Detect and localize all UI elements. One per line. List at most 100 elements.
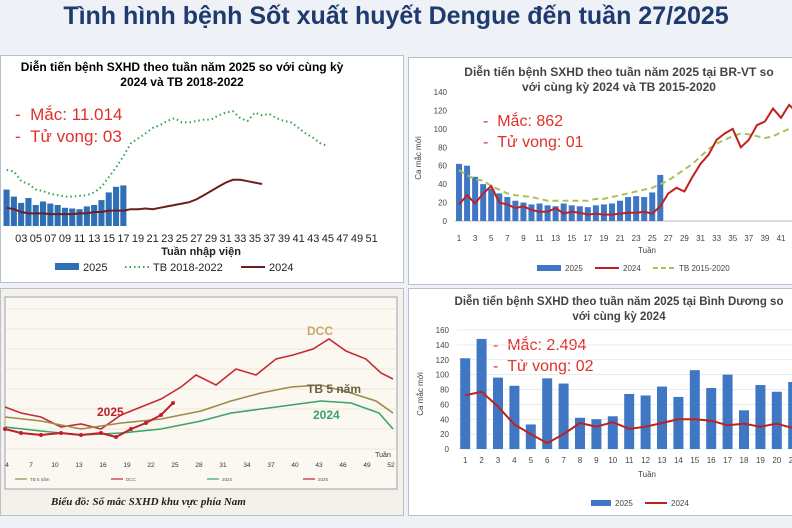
chart3-x-label: Tuần — [375, 450, 391, 459]
chart2-x-tick: 1 — [457, 234, 462, 243]
chart4-x-tick: 13 — [658, 456, 667, 465]
chart4-bar-2025 — [771, 391, 782, 449]
chart2-legend-2025-swatch — [537, 265, 561, 271]
chart4-bar-2025 — [607, 416, 618, 449]
chart1-deaths: Tử vong: 03 — [30, 127, 122, 146]
chart4-legend-2025-label: 2025 — [615, 499, 633, 508]
chart1-line-2024 — [6, 178, 263, 216]
chart4-x-tick: 3 — [496, 456, 501, 465]
chart3-x-tick: 4 — [5, 462, 9, 469]
chart4-bar-2025 — [624, 393, 635, 449]
chart4-cases: Mắc: 2.494 — [507, 337, 587, 354]
chart4-x-tick: 12 — [641, 456, 650, 465]
chart4-title: Diễn tiến bệnh SXHD theo tuần năm 2025 t… — [439, 295, 792, 325]
chart1-bar-2025 — [61, 207, 68, 226]
chart2-bar-2025 — [568, 205, 575, 221]
chart2-x-label: Tuần — [638, 246, 656, 255]
chart3-x-tick: 25 — [171, 462, 179, 469]
chart1-bar-2025 — [98, 200, 105, 226]
chart2-title-line1: Diễn tiến bệnh SXHD theo tuần năm 2025 t… — [464, 65, 774, 79]
chart2-y-tick: 140 — [434, 88, 448, 97]
chart2-y-tick: 40 — [438, 180, 447, 189]
chart2-x-tick: 19 — [599, 234, 608, 243]
chart2-x-tick: 39 — [760, 234, 769, 243]
chart1-bar-2025 — [18, 202, 25, 226]
chart2-x-tick: 15 — [567, 234, 576, 243]
chart3-x-tick: 28 — [195, 462, 203, 469]
chart4-bar-2025 — [591, 419, 602, 449]
chart3-x-tick: 10 — [51, 462, 59, 469]
chart4-y-tick: 60 — [440, 400, 449, 409]
chart1-x-tick: 33 — [234, 233, 246, 245]
chart2-x-tick: 25 — [648, 234, 657, 243]
chart3-point-2025 — [3, 427, 7, 431]
chart3-x-tick: 37 — [267, 462, 275, 469]
chart2-bar-2025 — [464, 165, 471, 221]
chart3-legend-label: 2024 — [222, 477, 233, 482]
chart-panel-binhduong: Diễn tiến bệnh SXHD theo tuần năm 2025 t… — [408, 288, 792, 516]
chart3-legend-label: TB 5 năm — [30, 477, 50, 482]
chart2-y-tick: 0 — [443, 217, 448, 226]
chart1-bar-2025 — [76, 209, 83, 226]
chart4-bar-2025 — [509, 385, 520, 449]
chart4-legend-2024-label: 2024 — [671, 499, 689, 508]
chart1-svg: 03 05 07 09 11 13 15 17 19 21 23 25 27 29 31 33 35 37 39 41… — [3, 110, 378, 274]
chart2-y-tick: 100 — [434, 125, 448, 134]
chart4-x-tick: 18 — [740, 456, 749, 465]
chart1-x-tick: 09 — [59, 233, 71, 245]
chart2-bar-2025 — [544, 205, 551, 221]
chart3-svg: DCC TB 5 năm 2024 2025 4 7 10 13 16 19 22 25 28 31 34 3… — [3, 296, 398, 490]
chart2-bar-2025 — [496, 193, 503, 221]
chart1-bar-2025 — [91, 205, 98, 226]
chart4-x-tick: 21 — [789, 456, 792, 465]
chart4-bar-2025 — [558, 383, 569, 449]
chart1-x-tick: 31 — [220, 233, 232, 245]
chart4-bar-2025 — [640, 395, 651, 449]
chart3-point-2025 — [159, 413, 163, 417]
chart4-y-tick: 120 — [436, 356, 450, 365]
chart2-legend-2024-label: 2024 — [623, 264, 641, 273]
chart1-x-tick: 15 — [103, 233, 115, 245]
chart1-bar-2025 — [83, 206, 90, 226]
chart3-point-2025 — [39, 433, 43, 437]
chart3-x-tick: 19 — [123, 462, 131, 469]
chart3-point-2025 — [114, 435, 118, 439]
chart-panel-south: DCC TB 5 năm 2024 2025 4 7 10 13 16 19 22 25 28 31 34 3… — [0, 288, 404, 516]
chart3-point-2025 — [129, 427, 133, 431]
chart1-x-tick: 45 — [322, 233, 334, 245]
chart2-y-tick: 20 — [438, 199, 447, 208]
chart-panel-region: Diễn tiến bệnh SXHD theo tuần năm 2025 s… — [0, 55, 404, 283]
chart1-bar-2025 — [54, 205, 61, 226]
chart1-x-tick: 27 — [190, 233, 202, 245]
chart2-bar-2025 — [552, 206, 559, 221]
chart4-bar-2025 — [575, 417, 585, 449]
chart1-x-tick: 13 — [88, 233, 100, 245]
chart4-bar-2025 — [722, 374, 733, 449]
chart2-x-tick: 33 — [712, 234, 721, 243]
chart2-x-tick: 35 — [728, 234, 737, 243]
chart4-x-tick: 5 — [529, 456, 534, 465]
chart3-x-tick: 40 — [291, 462, 299, 469]
chart1-legend-2024-label: 2024 — [269, 262, 293, 274]
chart2-x-tick: 9 — [521, 234, 526, 243]
page-title: Tình hình bệnh Sốt xuất huyết Dengue đến… — [63, 2, 729, 30]
chart1-x-tick: 21 — [147, 233, 159, 245]
chart2-y-label: Ca mắc mới — [414, 136, 423, 180]
chart2-bar-2025 — [649, 192, 656, 221]
chart4-bar-2025 — [673, 396, 684, 449]
chart3-label-2025: 2025 — [97, 405, 124, 419]
chart4-y-label: Ca mắc mới — [416, 372, 425, 416]
chart3-point-2025 — [99, 431, 103, 435]
chart2-legend-2025-label: 2025 — [565, 264, 583, 273]
chart1-x-tick: 25 — [176, 233, 188, 245]
chart2-bar-2025 — [633, 196, 640, 221]
chart1-bar-2025 — [25, 198, 32, 226]
chart1-x-tick: 39 — [278, 233, 290, 245]
chart3-x-tick: 49 — [363, 462, 371, 469]
chart2-x-tick: 17 — [583, 234, 592, 243]
chart3-x-tick: 31 — [219, 462, 227, 469]
chart2-x-tick: 23 — [632, 234, 641, 243]
chart4-title-line1: Diễn tiến bệnh SXHD theo tuần năm 2025 t… — [454, 296, 784, 308]
chart2-x-tick: 41 — [777, 234, 786, 243]
